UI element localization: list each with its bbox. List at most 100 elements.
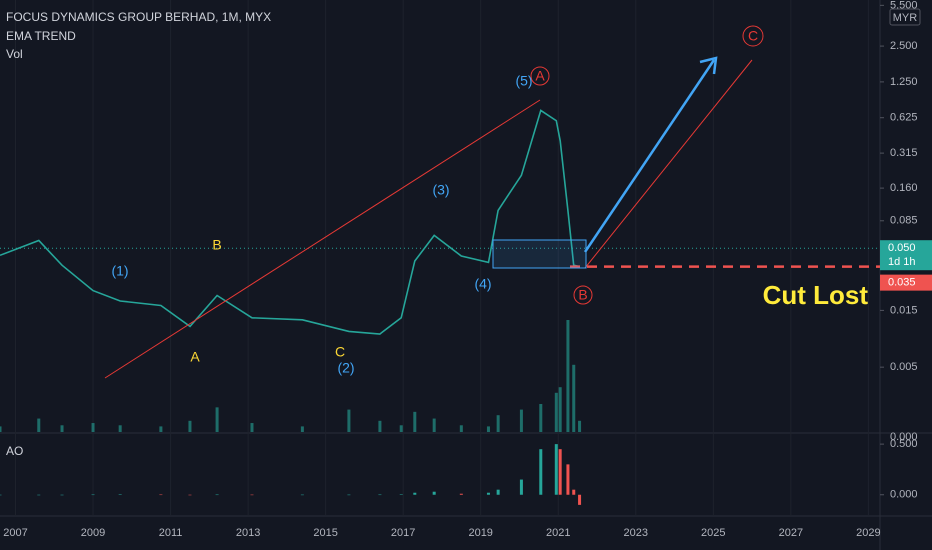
ao-bar bbox=[347, 494, 351, 496]
ao-bar bbox=[519, 479, 523, 495]
volume-bar bbox=[413, 411, 417, 432]
volume-tick-label: 0.000 bbox=[890, 431, 918, 443]
ao-bar bbox=[432, 491, 436, 495]
y-tick-label: 0.085 bbox=[890, 215, 918, 227]
wave-circle bbox=[573, 285, 593, 305]
volume-bar bbox=[91, 423, 95, 432]
ao-bar bbox=[250, 494, 254, 496]
ao-bar bbox=[91, 494, 95, 496]
wave-circle bbox=[742, 25, 764, 47]
wave-label: C bbox=[748, 28, 758, 44]
indicator-label: AO bbox=[6, 444, 23, 458]
ao-bar bbox=[378, 494, 382, 496]
volume-bar bbox=[215, 407, 219, 432]
volume-bar bbox=[159, 426, 163, 432]
volume-bar bbox=[188, 420, 192, 432]
x-tick-label: 2007 bbox=[3, 527, 27, 539]
trend-line bbox=[584, 59, 753, 269]
ao-bar bbox=[118, 494, 122, 495]
ao-bar bbox=[60, 494, 64, 496]
x-tick-label: 2029 bbox=[856, 527, 880, 539]
y-tick-label: 0.015 bbox=[890, 304, 918, 316]
volume-bar bbox=[118, 425, 122, 432]
price-line bbox=[0, 109, 580, 335]
x-tick-label: 2009 bbox=[81, 527, 105, 539]
trend-line bbox=[104, 99, 541, 379]
volume-bar bbox=[566, 320, 570, 432]
y-tick-label: 5.500 bbox=[890, 0, 918, 11]
volume-bar bbox=[378, 420, 382, 432]
volume-bar bbox=[347, 409, 351, 432]
x-tick-label: 2027 bbox=[779, 527, 803, 539]
volume-bar bbox=[578, 420, 582, 432]
wave-label: (3) bbox=[432, 182, 449, 198]
x-tick-label: 2025 bbox=[701, 527, 725, 539]
y-tick-label: 0.160 bbox=[890, 182, 918, 194]
chart-title: FOCUS DYNAMICS GROUP BERHAD, 1M, MYX bbox=[6, 10, 271, 24]
volume-bar bbox=[300, 426, 304, 432]
projection-arrow bbox=[583, 59, 716, 253]
wave-label: B bbox=[212, 237, 221, 253]
ao-bar bbox=[0, 494, 2, 496]
ao-bar bbox=[566, 464, 570, 495]
ao-bar bbox=[159, 494, 163, 496]
range-box bbox=[492, 239, 587, 269]
currency: MYR bbox=[893, 12, 918, 24]
wave-label: C bbox=[335, 344, 345, 360]
ao-bar bbox=[300, 494, 304, 496]
volume-bar bbox=[554, 392, 558, 432]
indicator-label: Vol bbox=[6, 47, 23, 61]
last-price-label: 0.050 bbox=[888, 242, 916, 254]
ao-bar bbox=[554, 444, 558, 495]
wave-label: (2) bbox=[337, 360, 354, 376]
x-tick-label: 2015 bbox=[313, 527, 337, 539]
arrow-head bbox=[699, 56, 718, 75]
ao-bar bbox=[486, 492, 490, 495]
volume-bar bbox=[539, 404, 543, 432]
countdown-label: 1d 1h bbox=[888, 256, 916, 268]
x-tick-label: 2023 bbox=[624, 527, 648, 539]
volume-bar bbox=[486, 426, 490, 432]
ao-bar bbox=[399, 494, 403, 495]
indicator-label: EMA TREND bbox=[6, 29, 76, 43]
ao-bar bbox=[459, 493, 463, 495]
ao-bar bbox=[578, 494, 582, 505]
x-tick-label: 2017 bbox=[391, 527, 415, 539]
ao-bar bbox=[37, 494, 41, 496]
ao-tick-label: 0.000 bbox=[890, 489, 918, 501]
wave-circle bbox=[530, 66, 550, 86]
wave-label: (1) bbox=[111, 263, 128, 279]
volume-bar bbox=[519, 409, 523, 432]
ao-bar bbox=[215, 494, 219, 496]
volume-bar bbox=[399, 425, 403, 432]
ao-tick-label: 0.500 bbox=[890, 438, 918, 450]
wave-label: (5) bbox=[515, 73, 532, 89]
x-tick-label: 2011 bbox=[159, 527, 183, 539]
last-price-box bbox=[880, 240, 932, 271]
ao-bar bbox=[413, 492, 417, 495]
volume-bar bbox=[37, 418, 41, 432]
wave-label: A bbox=[535, 68, 545, 84]
ao-bar bbox=[188, 494, 192, 496]
y-tick-label: 0.315 bbox=[890, 147, 918, 159]
volume-bar bbox=[496, 415, 500, 432]
y-tick-label: 2.500 bbox=[890, 40, 918, 52]
ao-bar bbox=[539, 449, 543, 495]
cut-level-box bbox=[880, 274, 932, 291]
y-tick-label: 0.625 bbox=[890, 112, 918, 124]
x-tick-label: 2019 bbox=[468, 527, 492, 539]
volume-bar bbox=[432, 418, 436, 432]
ao-bar bbox=[496, 489, 500, 495]
cut-lost-label: Cut Lost bbox=[763, 280, 869, 310]
wave-label: (4) bbox=[474, 276, 491, 292]
volume-bar bbox=[572, 364, 576, 432]
cut-level-label: 0.035 bbox=[888, 277, 916, 289]
volume-bar bbox=[250, 423, 254, 432]
x-tick-label: 2013 bbox=[236, 527, 260, 539]
volume-bar bbox=[0, 426, 2, 432]
x-tick-label: 2021 bbox=[546, 527, 570, 539]
ao-bar bbox=[558, 449, 562, 495]
volume-bar bbox=[558, 387, 562, 432]
